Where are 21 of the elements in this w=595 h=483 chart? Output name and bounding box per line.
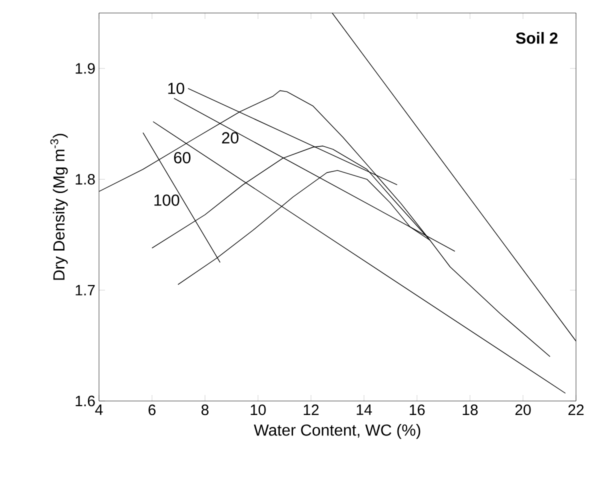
y-tick-label: 1.6 — [76, 396, 95, 406]
x-tick-label: 14 — [356, 404, 372, 415]
x-tick-label: 22 — [568, 404, 584, 416]
annotation: Soil 2 — [516, 32, 558, 44]
x-tick-label: 20 — [515, 404, 531, 416]
x-tick-label: 12 — [304, 404, 319, 416]
x-tick-label: 10 — [250, 404, 266, 416]
series-label: 60 — [174, 152, 190, 164]
series-label: 20 — [222, 132, 238, 144]
y-tick-label: 1.9 — [76, 63, 95, 74]
y-axis-title: Dry Density (Mg m$^{-3}$) — [50, 134, 68, 280]
series-label: 10 — [168, 82, 184, 94]
x-axis-title: Water Content, WC (%) — [254, 424, 420, 439]
x-tick-label: 4 — [95, 404, 103, 415]
x-tick-label: 6 — [148, 404, 156, 416]
x-tick-label: 8 — [201, 404, 209, 416]
x-tick-label: 18 — [462, 404, 478, 416]
y-tick-label: 1.8 — [76, 174, 95, 185]
series-label: 100 — [154, 194, 180, 206]
x-tick-label: 16 — [410, 404, 425, 416]
y-tick-label: 1.7 — [76, 284, 95, 296]
